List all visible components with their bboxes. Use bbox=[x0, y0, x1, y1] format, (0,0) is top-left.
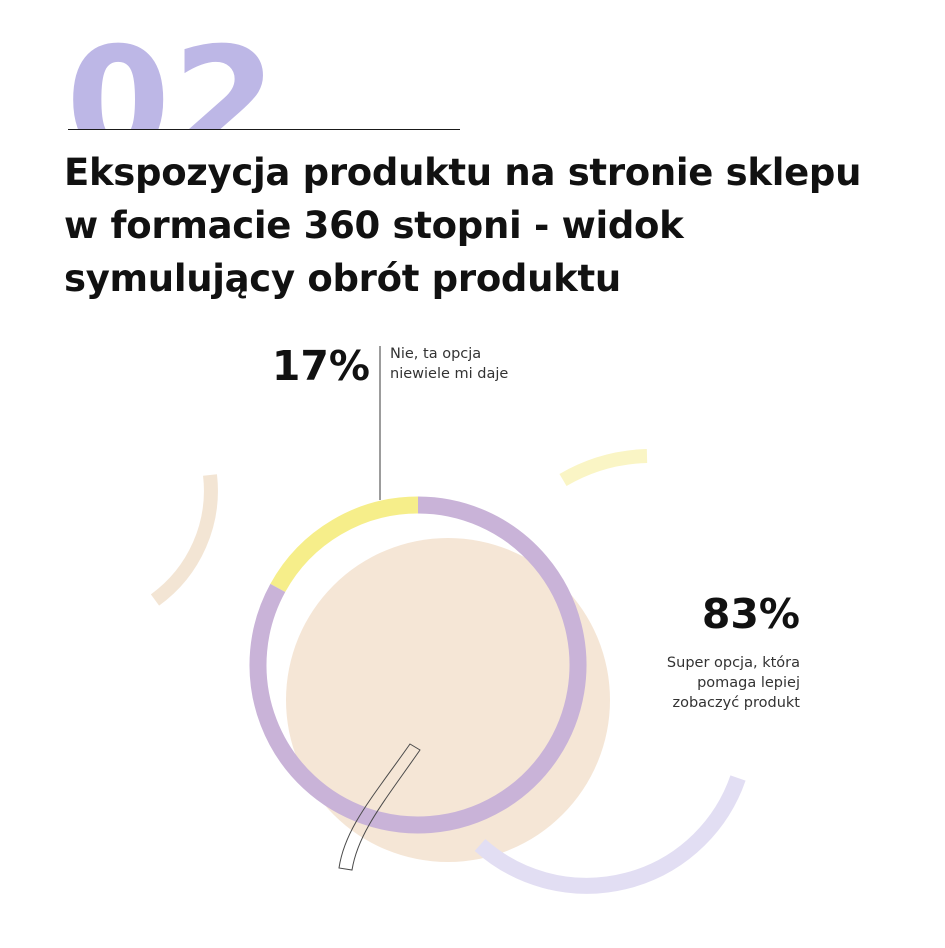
description-yes-line-2: pomaga lepiej bbox=[697, 675, 800, 691]
percent-label-no: 17% bbox=[271, 342, 370, 390]
description-no-line-1: Nie, ta opcja bbox=[390, 346, 482, 362]
title-line-1: Ekspozycja produktu na stronie sklepu bbox=[64, 151, 862, 194]
overlay-layer bbox=[338, 346, 421, 871]
periwinkle-arc-decor bbox=[474, 775, 746, 894]
percent-label-yes: 83% bbox=[701, 590, 800, 638]
donut-slice-no bbox=[270, 496, 419, 593]
divider bbox=[68, 129, 460, 130]
description-label-no: Nie, ta opcja niewiele mi daje bbox=[390, 344, 590, 384]
donut-slice-yes bbox=[249, 496, 587, 834]
peach-arc-decor bbox=[150, 474, 218, 606]
description-yes-line-1: Super opcja, która bbox=[666, 655, 800, 671]
title-line-3: symulujący obrót produktu bbox=[64, 257, 621, 300]
title-line-2: w formacie 360 stopni - widok bbox=[64, 204, 684, 247]
section-number: 02 bbox=[66, 28, 279, 130]
description-yes-line-3: zobaczyć produkt bbox=[672, 695, 800, 711]
donut-ring bbox=[249, 496, 587, 834]
outline-arc-decor bbox=[338, 743, 421, 871]
description-no-line-2: niewiele mi daje bbox=[390, 366, 509, 382]
page-title: Ekspozycja produktu na stronie sklepu w … bbox=[64, 146, 904, 305]
yellow-arc-decor bbox=[559, 449, 648, 487]
description-label-yes: Super opcja, która pomaga lepiej zobaczy… bbox=[600, 653, 800, 713]
